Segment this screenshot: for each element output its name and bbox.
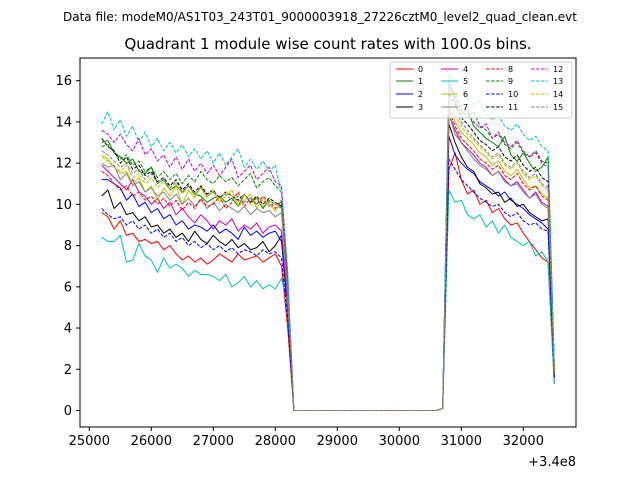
axes-frame xyxy=(79,57,577,428)
y-axis: 0 2 4 6 8 10 12 14 16 xyxy=(55,74,80,419)
legend-label-1: 1 xyxy=(418,77,423,86)
axes-background xyxy=(80,58,576,427)
series-line-15 xyxy=(101,96,555,412)
legend-label-7: 7 xyxy=(463,103,468,112)
x-tick-label: 28000 xyxy=(255,434,296,449)
legend-label-10: 10 xyxy=(508,90,518,99)
y-tick-label: 8 xyxy=(64,239,72,254)
y-tick-label: 4 xyxy=(64,322,72,337)
legend-label-3: 3 xyxy=(418,103,423,112)
legend-label-14: 14 xyxy=(553,90,563,99)
y-tick-label: 6 xyxy=(64,280,72,295)
x-tick-label: 27000 xyxy=(193,434,234,449)
legend-label-8: 8 xyxy=(508,65,513,74)
series-line-12 xyxy=(101,82,555,412)
x-tick-label: 32000 xyxy=(503,434,544,449)
x-offset-label: +3.4e8 xyxy=(528,455,576,470)
legend-label-15: 15 xyxy=(553,103,563,112)
legend-label-0: 0 xyxy=(418,65,423,74)
plot-area xyxy=(79,57,577,428)
chart-title: Quadrant 1 module wise count rates with … xyxy=(124,35,531,53)
y-tick-label: 12 xyxy=(55,157,72,172)
legend-label-9: 9 xyxy=(508,77,513,86)
figure-suptitle: Data file: modeM0/AS1T03_243T01_90000039… xyxy=(63,10,577,24)
x-tick-label: 30000 xyxy=(379,434,420,449)
legend-label-2: 2 xyxy=(418,90,423,99)
y-tick-label: 16 xyxy=(55,74,72,89)
legend-label-12: 12 xyxy=(553,65,563,74)
x-tick-label: 26000 xyxy=(131,434,172,449)
y-tick-label: 10 xyxy=(55,198,72,213)
x-axis: 25000 26000 27000 28000 29000 30000 31000 32000 xyxy=(69,427,544,449)
legend-label-4: 4 xyxy=(463,65,468,74)
legend-frame xyxy=(389,61,573,119)
x-tick-label: 25000 xyxy=(69,434,110,449)
legend-label-5: 5 xyxy=(463,77,468,86)
legend-label-11: 11 xyxy=(508,103,518,112)
y-tick-label: 0 xyxy=(64,404,72,419)
legend-label-6: 6 xyxy=(463,90,468,99)
y-tick-label: 2 xyxy=(64,363,72,378)
legend-label-13: 13 xyxy=(553,77,563,86)
x-tick-label: 31000 xyxy=(441,434,482,449)
x-tick-label: 29000 xyxy=(317,434,358,449)
y-tick-label: 14 xyxy=(55,115,72,130)
